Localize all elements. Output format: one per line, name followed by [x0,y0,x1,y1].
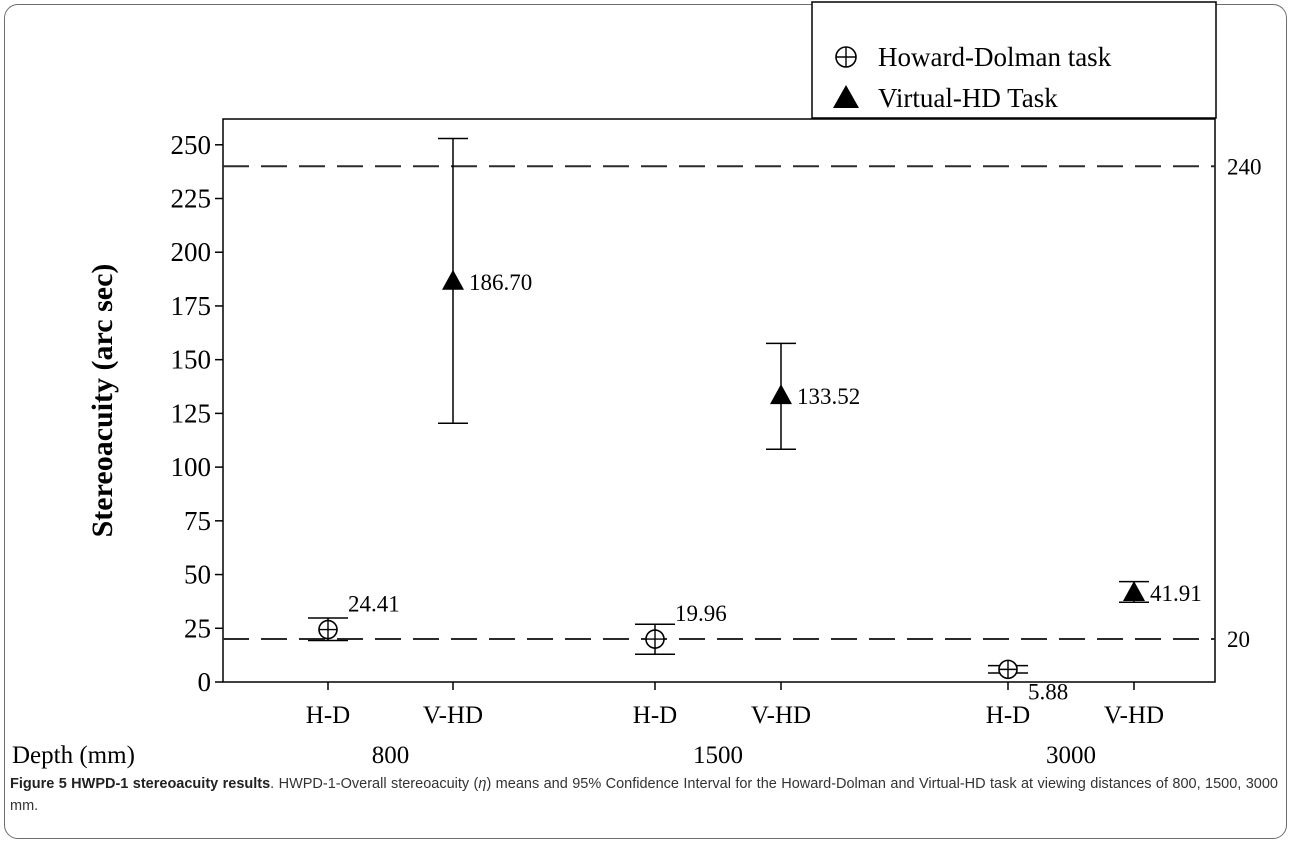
caption-eta: η [478,776,487,792]
triangle-marker [442,269,464,290]
data-label: 19.96 [675,601,727,626]
y-tick-label: 250 [171,130,212,160]
x-tick-label: H-D [633,702,677,729]
y-tick-label: 0 [198,667,212,697]
data-label: 133.52 [797,384,860,409]
y-tick-label: 125 [171,398,212,428]
figure-caption: Figure 5 HWPD-1 stereoacuity results. HW… [10,773,1278,817]
legend-box [811,1,1217,119]
y-tick-label: 225 [171,184,212,214]
legend-label-virtual-hd: Virtual-HD Task [878,83,1058,113]
triangle-marker [1123,580,1145,601]
x-tick-label: V-HD [751,702,811,729]
caption-title: Figure 5 HWPD-1 stereoacuity results [10,776,271,792]
data-label: 41.91 [1150,581,1202,606]
y-tick-label: 175 [171,291,212,321]
x-tick-label: H-D [986,702,1030,729]
legend-triangle-icon [833,85,859,108]
x-axis-title: Depth (mm) [12,742,135,769]
plot-area-border [222,118,1216,683]
reference-label-240: 240 [1227,154,1262,179]
data-label: 5.88 [1028,679,1068,704]
depth-label-1500: 1500 [693,742,743,769]
data-label: 24.41 [348,592,400,617]
y-tick-label: 200 [171,237,212,267]
y-tick-label: 50 [184,560,211,590]
legend-label-howard-dolman: Howard-Dolman task [878,42,1112,72]
y-axis-title: Stereoacuity (arc sec) [86,264,119,538]
y-tick-label: 25 [184,613,211,643]
figure-frame [4,4,1287,839]
reference-label-20: 20 [1227,627,1250,652]
x-tick-label: H-D [306,702,350,729]
y-tick-label: 75 [184,506,211,536]
chart: 240 20 0 25 50 75 100 125 150 175 200 225 250 Stereo… [12,1,1262,769]
x-tick-label: V-HD [423,702,483,729]
depth-label-800: 800 [372,742,410,769]
data-label: 186.70 [469,270,532,295]
y-tick-label: 100 [171,452,212,482]
x-tick-label: V-HD [1104,702,1164,729]
depth-label-3000: 3000 [1046,742,1096,769]
caption-text-2: ) means and 95% Confidence Interval for … [10,776,1278,814]
y-tick-label: 150 [171,345,212,375]
caption-text-1: . HWPD-1-Overall stereoacuity ( [270,776,479,792]
triangle-marker [770,384,792,405]
